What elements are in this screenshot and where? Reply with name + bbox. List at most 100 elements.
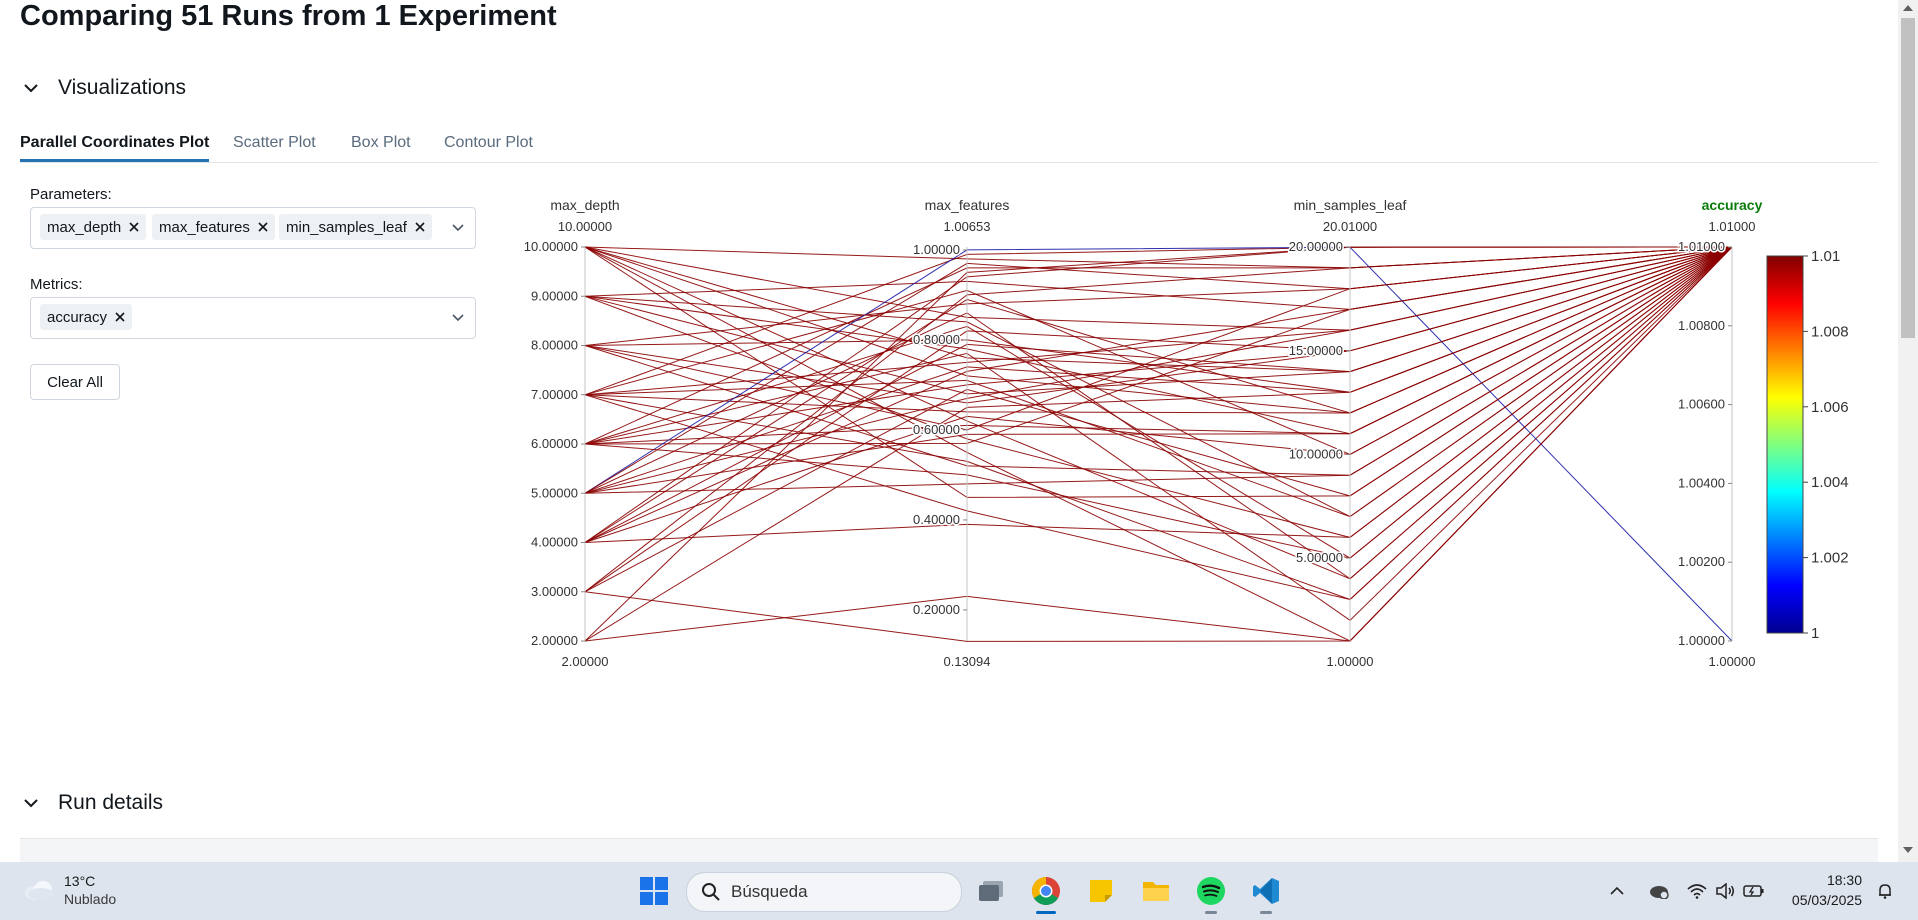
visualizations-title: Visualizations <box>58 76 187 99</box>
chevron-down-icon <box>20 792 42 814</box>
axis-tick-label: 10.00000 <box>524 239 578 254</box>
axis-tick-label: 1.00400 <box>1678 475 1725 490</box>
remove-icon[interactable] <box>114 311 126 323</box>
run-line <box>584 246 1733 601</box>
parameter-chip-max-depth: max_depth <box>40 214 147 240</box>
axis-tick-label: 1.00600 <box>1678 397 1725 412</box>
run-line <box>584 246 1733 621</box>
axis-tick-label: 8.00000 <box>531 338 578 353</box>
battery-icon[interactable] <box>1743 880 1765 902</box>
show-hidden-icons-icon[interactable] <box>1606 880 1628 902</box>
axis-title: accuracy <box>1702 197 1763 213</box>
axis-min-label: 2.00000 <box>562 654 609 669</box>
weather-temperature: 13°C <box>64 873 96 889</box>
run-line <box>584 246 1733 494</box>
run-line <box>584 246 1733 559</box>
notifications-icon[interactable] <box>1874 880 1896 902</box>
axis-tick-label: 2.00000 <box>531 633 578 648</box>
sticky-notes-icon[interactable] <box>1083 873 1119 909</box>
tab-scatter-plot[interactable]: Scatter Plot <box>233 134 316 151</box>
chip-label: max_depth <box>47 218 122 236</box>
run-line <box>584 246 1733 642</box>
axis-tick-label: 1.00000 <box>913 242 960 257</box>
axis-tick-label: 1.00800 <box>1678 318 1725 333</box>
active-app-indicator <box>1036 911 1056 914</box>
spotify-icon[interactable] <box>1193 873 1229 914</box>
page-scrollbar[interactable] <box>1898 0 1918 862</box>
run-line <box>584 246 1733 543</box>
axis-tick-label: 0.80000 <box>913 332 960 347</box>
parameters-select[interactable]: max_depth max_features min_samples_leaf <box>30 207 476 249</box>
wifi-icon[interactable] <box>1686 880 1708 902</box>
metrics-label: Metrics: <box>30 276 83 293</box>
search-icon <box>702 883 720 901</box>
weather-widget[interactable]: 13°C Nublado <box>22 872 116 908</box>
axis-tick-label: 1.00000 <box>1678 633 1725 648</box>
file-explorer-icon[interactable] <box>1138 873 1174 909</box>
clock-date: 05/03/2025 <box>1791 892 1862 908</box>
colorbar-tick-label: 1.002 <box>1811 550 1849 567</box>
chip-label: max_features <box>159 218 250 236</box>
remove-icon[interactable] <box>414 221 426 233</box>
tab-contour-plot[interactable]: Contour Plot <box>444 134 533 151</box>
scroll-down-icon[interactable] <box>1903 847 1913 853</box>
task-view-icon[interactable] <box>973 873 1009 909</box>
visualization-tabs: Parallel Coordinates Plot Scatter Plot B… <box>20 130 1878 163</box>
axis-tick-label: 1.01000 <box>1678 239 1725 254</box>
running-app-indicator <box>1260 911 1272 914</box>
clear-all-button[interactable]: Clear All <box>30 364 120 400</box>
chevron-down-icon[interactable] <box>451 221 465 235</box>
search-placeholder: Búsqueda <box>731 882 808 901</box>
tab-parallel-coordinates[interactable]: Parallel Coordinates Plot <box>20 134 210 162</box>
axis-tick-label: 20.00000 <box>1289 239 1343 254</box>
onedrive-icon[interactable] <box>1647 880 1669 902</box>
chrome-icon[interactable] <box>1028 873 1064 914</box>
axis-max-label: 1.00653 <box>944 219 991 234</box>
axis-tick-label: 1.00200 <box>1678 554 1725 569</box>
chevron-down-icon <box>20 77 42 99</box>
axis-tick-label: 7.00000 <box>531 387 578 402</box>
remove-icon[interactable] <box>257 221 269 233</box>
run-details-section-header[interactable]: Run details <box>20 791 163 815</box>
run-details-title: Run details <box>58 791 164 814</box>
axis-tick-label: 5.00000 <box>1296 550 1343 565</box>
axis-min-label: 1.00000 <box>1709 654 1756 669</box>
axis-tick-label: 5.00000 <box>531 485 578 500</box>
axis-min-label: 0.13094 <box>944 654 991 669</box>
axis-tick-label: 0.60000 <box>913 422 960 437</box>
run-line <box>584 246 1733 593</box>
axis-title: max_depth <box>550 197 619 213</box>
axis-tick-label: 3.00000 <box>531 584 578 599</box>
axis-tick-label: 9.00000 <box>531 288 578 303</box>
axis-max-label: 10.00000 <box>558 219 612 234</box>
colorbar-tick-label: 1.006 <box>1811 399 1849 416</box>
scrollbar-thumb[interactable] <box>1901 18 1915 338</box>
metrics-select[interactable]: accuracy <box>30 297 476 339</box>
scroll-up-icon[interactable] <box>1903 5 1913 11</box>
run-line <box>584 246 1733 494</box>
axis-tick-label: 15.00000 <box>1289 343 1343 358</box>
system-clock[interactable]: 18:30 05/03/2025 <box>1788 870 1862 910</box>
run-line <box>584 246 1733 518</box>
run-line <box>584 246 1733 543</box>
run-line <box>584 246 1733 642</box>
page-title: Comparing 51 Runs from 1 Experiment <box>20 0 557 32</box>
cloud-icon <box>25 881 54 900</box>
taskbar-search[interactable]: Búsqueda <box>686 872 962 912</box>
chevron-down-icon[interactable] <box>451 311 465 325</box>
vscode-icon[interactable] <box>1248 873 1284 914</box>
visualizations-section-header[interactable]: Visualizations <box>20 76 186 100</box>
axis-title: min_samples_leaf <box>1294 197 1407 213</box>
parallel-coordinates-chart[interactable]: max_depth 10.00000 2.00000 10.00000 9.00000 8… <box>500 186 1890 676</box>
axis-min-label: 1.00000 <box>1327 654 1374 669</box>
colorbar-tick-label: 1.008 <box>1811 323 1849 340</box>
parameter-chip-min-samples-leaf: min_samples_leaf <box>279 214 432 240</box>
run-line <box>584 246 1733 580</box>
start-icon[interactable] <box>636 873 672 909</box>
tab-box-plot[interactable]: Box Plot <box>351 134 411 151</box>
colorbar-tick-label: 1.01 <box>1811 248 1840 265</box>
volume-icon[interactable] <box>1714 880 1736 902</box>
compare-runs-page: Comparing 51 Runs from 1 Experiment Visu… <box>20 0 1890 862</box>
remove-icon[interactable] <box>128 221 140 233</box>
axis-max-label: 20.01000 <box>1323 219 1377 234</box>
